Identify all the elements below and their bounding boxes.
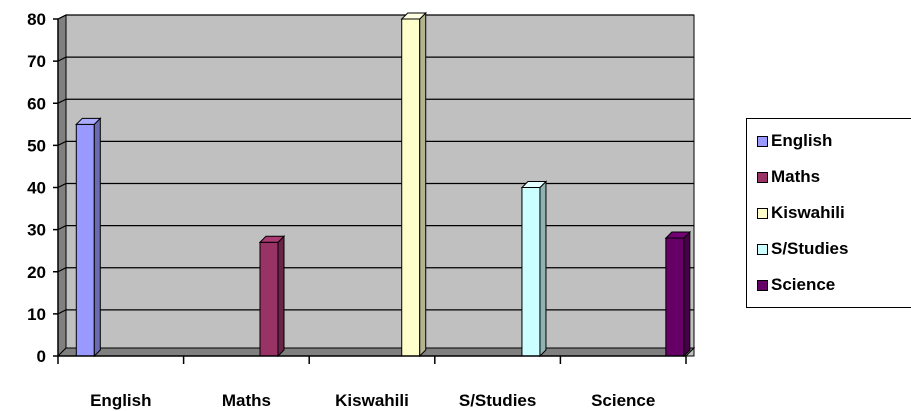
- x-tick-label: Maths: [222, 391, 271, 410]
- legend-label-english: English: [771, 131, 833, 150]
- y-tick-label: 80: [27, 10, 46, 29]
- legend-label-science: Science: [771, 275, 836, 294]
- x-tick-label: English: [90, 391, 151, 410]
- bar-side-4: [683, 230, 691, 358]
- bar-top-0: [75, 117, 102, 125]
- bar-side-2: [419, 11, 427, 358]
- bar-top-4: [664, 231, 692, 239]
- y-tick-label: 20: [27, 263, 46, 282]
- gridline: [57, 267, 694, 273]
- bar-side-3: [539, 180, 547, 358]
- legend-swatch-s-studies: [757, 243, 768, 255]
- bar-side-1: [277, 235, 285, 358]
- bar-side-0: [93, 117, 101, 358]
- bar-0: [75, 123, 95, 357]
- axes: 0 10 20 30 40 50 60 70 80 English Maths Kiswahili S/…: [27, 10, 687, 410]
- gridline: [57, 309, 694, 315]
- x-tick-label: Science: [591, 391, 655, 410]
- y-tick-label: 60: [27, 94, 46, 113]
- x-tick-label: S/Studies: [459, 391, 536, 410]
- legend-item-maths: Maths: [757, 167, 820, 187]
- gridline: [57, 14, 694, 20]
- y-tick-label: 30: [27, 221, 46, 240]
- legend-swatch-kiswahili: [757, 207, 768, 219]
- legend-swatch-maths: [757, 171, 768, 183]
- bar-top-2: [400, 12, 427, 20]
- bar-2: [401, 18, 421, 357]
- bar-top-1: [258, 235, 286, 243]
- gridline: [57, 140, 694, 146]
- legend-item-s-studies: S/Studies: [757, 239, 848, 259]
- legend-swatch-science: [757, 279, 768, 291]
- y-tick-label: 40: [27, 179, 46, 198]
- gridline: [57, 56, 694, 62]
- plot-area: [56, 14, 696, 358]
- legend-item-kiswahili: Kiswahili: [757, 203, 845, 223]
- y-tick-label: 70: [27, 52, 46, 71]
- gridline: [57, 98, 694, 104]
- legend: English Maths Kiswahili S/Studies Scienc…: [746, 118, 911, 308]
- legend-label-kiswahili: Kiswahili: [771, 203, 845, 222]
- floor: [56, 347, 696, 357]
- y-tick-label: 50: [27, 136, 46, 155]
- back-wall: [65, 14, 695, 357]
- bars: [75, 11, 692, 358]
- legend-label-s-studies: S/Studies: [771, 239, 849, 258]
- bar-1: [259, 241, 279, 357]
- gridline: [57, 225, 694, 231]
- y-tick-label: 0: [37, 347, 46, 366]
- x-tick-label: Kiswahili: [335, 391, 409, 410]
- legend-swatch-english: [757, 135, 768, 147]
- bar-3: [521, 187, 541, 357]
- legend-item-science: Science: [757, 275, 835, 295]
- bar-top-3: [520, 181, 548, 188]
- gridline: [57, 182, 694, 189]
- y-tick-label: 10: [27, 305, 46, 324]
- bar-4: [665, 237, 685, 357]
- legend-item-english: English: [757, 131, 832, 151]
- legend-label-maths: Maths: [771, 167, 821, 186]
